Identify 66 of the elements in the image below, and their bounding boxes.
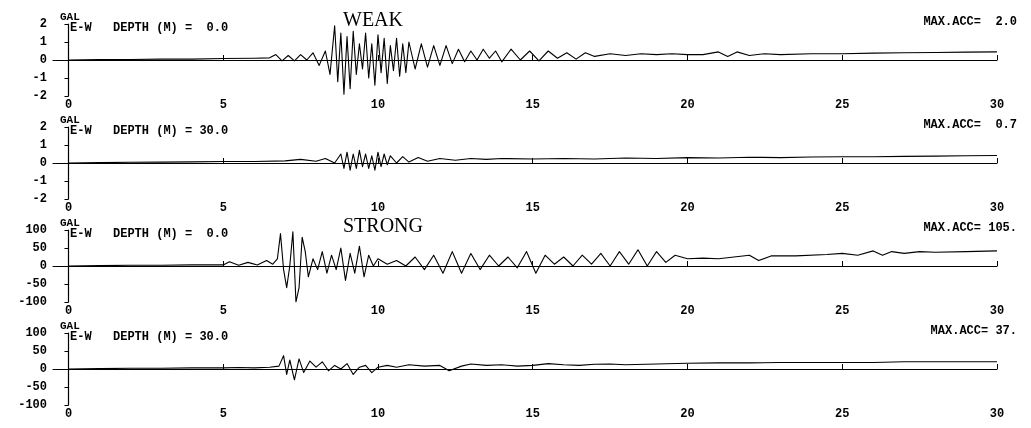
y-tick-label: 0 [39, 259, 47, 273]
x-tick-label: 15 [525, 201, 540, 215]
x-tick-label: 10 [370, 98, 386, 112]
y-tick-label: 0 [39, 53, 47, 67]
annotation: DEPTH (M) = 0.0 [113, 21, 229, 35]
y-tick-label: -1 [32, 71, 47, 85]
annotation: MAX.ACC= 2.0 [923, 15, 1018, 29]
y-tick-label: 0 [39, 156, 47, 170]
x-tick-label: 30 [989, 304, 1005, 318]
x-tick-label: 15 [525, 304, 540, 318]
y-tick-label: 1 [39, 35, 47, 49]
x-tick-label: 20 [680, 304, 695, 318]
y-tick-label: 2 [39, 17, 47, 31]
annotation: MAX.ACC= 0.7 [923, 118, 1018, 132]
y-tick-label: -1 [32, 174, 47, 188]
x-tick-label: 0 [64, 98, 73, 112]
chart-title: STRONG [343, 214, 424, 236]
y-tick-label: 50 [32, 344, 47, 358]
x-tick-label: 10 [370, 201, 386, 215]
annotation: MAX.ACC= 105. [923, 221, 1018, 235]
x-tick-label: 5 [219, 304, 227, 318]
y-tick-label: 100 [25, 326, 47, 340]
chart-title: WEAK [343, 8, 404, 30]
x-tick-label: 5 [219, 407, 227, 421]
y-tick-label: -50 [25, 277, 47, 291]
x-tick-label: 25 [835, 407, 850, 421]
x-tick-label: 15 [525, 407, 540, 421]
y-tick-label: 100 [25, 223, 47, 237]
annotation: DEPTH (M) = 30.0 [113, 124, 229, 138]
x-tick-label: 30 [989, 201, 1005, 215]
y-tick-label: 1 [39, 138, 47, 152]
annotation: E-W [70, 330, 93, 344]
y-axis-title: GAL [60, 319, 81, 332]
x-tick-label: 25 [835, 98, 850, 112]
x-tick-label: 25 [835, 201, 850, 215]
x-tick-label: 0 [64, 304, 73, 318]
annotation: E-W [70, 124, 93, 138]
x-tick-label: 20 [680, 98, 695, 112]
y-axis-title: GAL [60, 216, 81, 229]
annotation: E-W [70, 227, 93, 241]
y-tick-label: 50 [32, 241, 47, 255]
y-tick-label: 2 [39, 120, 47, 134]
y-tick-label: -2 [32, 192, 47, 206]
x-tick-label: 0 [64, 201, 73, 215]
x-tick-label: 10 [370, 407, 386, 421]
x-tick-label: 20 [680, 201, 695, 215]
x-tick-label: 10 [370, 304, 386, 318]
y-tick-label: -2 [32, 89, 47, 103]
y-tick-label: -50 [25, 380, 47, 394]
y-tick-label: -100 [18, 295, 47, 309]
y-axis-title: GAL [60, 10, 81, 23]
x-tick-label: 15 [525, 98, 540, 112]
annotation: E-W [70, 21, 93, 35]
x-tick-label: 5 [219, 98, 227, 112]
annotation: MAX.ACC= 37. [930, 324, 1018, 338]
annotation: DEPTH (M) = 0.0 [113, 227, 229, 241]
x-tick-label: 5 [219, 201, 227, 215]
annotation: DEPTH (M) = 30.0 [113, 330, 229, 344]
y-tick-label: 0 [39, 362, 47, 376]
x-tick-label: 20 [680, 407, 695, 421]
x-tick-label: 25 [835, 304, 850, 318]
x-tick-label: 0 [64, 407, 73, 421]
y-axis-title: GAL [60, 113, 81, 126]
y-tick-label: -100 [18, 398, 47, 412]
x-tick-label: 30 [989, 98, 1005, 112]
x-tick-label: 30 [989, 407, 1005, 421]
